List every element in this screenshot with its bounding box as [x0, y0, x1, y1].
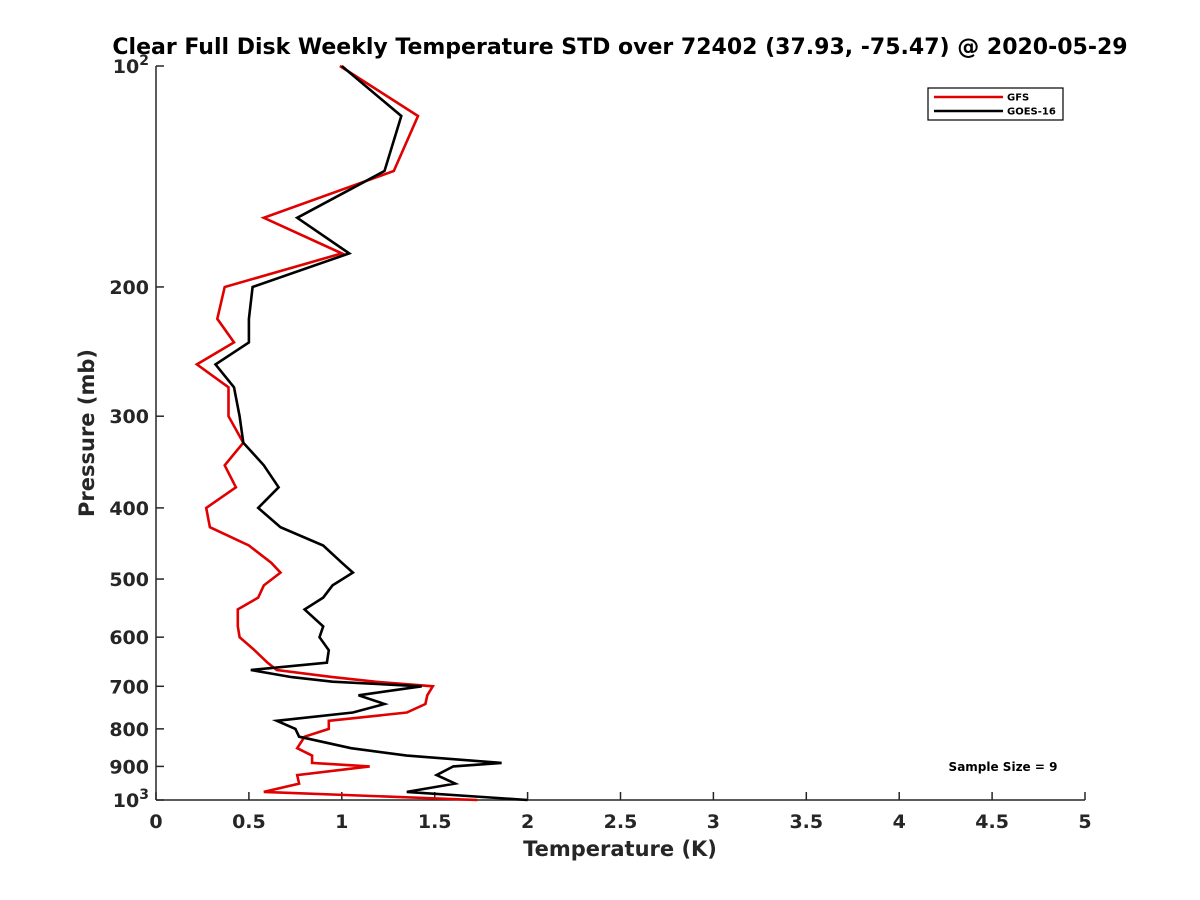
legend-label: GOES-16 [1007, 107, 1056, 118]
x-tick-label: 3 [707, 811, 720, 833]
x-tick-label: 0 [149, 811, 162, 833]
x-tick-label: 2.5 [604, 811, 638, 833]
sample-size-annotation: Sample Size = 9 [949, 760, 1058, 774]
y-tick-label: 500 [109, 569, 149, 591]
series-line-gfs [194, 64, 478, 802]
y-tick-label: 600 [109, 627, 149, 649]
x-tick-label: 1 [335, 811, 348, 833]
x-tick-label: 4 [893, 811, 906, 833]
x-axis-label: Temperature (K) [523, 837, 717, 861]
chart-title: Clear Full Disk Weekly Temperature STD o… [112, 35, 1127, 60]
y-tick-base: 10 [113, 790, 139, 812]
y-tick-label: 700 [109, 676, 149, 698]
x-tick-label: 2 [521, 811, 534, 833]
y-tick-label: 200 [109, 277, 149, 299]
legend: GFS GOES-16 [927, 87, 1064, 121]
y-tick-label: 103 [113, 787, 149, 812]
y-tick-label: 900 [109, 756, 149, 778]
series-line-goes-16 [213, 65, 528, 802]
plot-axes [155, 66, 1085, 801]
x-axis-ticks: 0 0.5 1 1.5 2 2.5 3 3.5 4 4.5 5 [149, 792, 1092, 833]
y-axis-label: Pressure (mb) [75, 349, 99, 517]
y-tick-exponent: 3 [139, 787, 149, 803]
y-tick-exponent: 2 [139, 53, 149, 69]
legend-label: GFS [1007, 93, 1029, 104]
x-tick-label: 1.5 [418, 811, 452, 833]
x-tick-label: 5 [1078, 811, 1091, 833]
y-tick-base: 10 [113, 56, 139, 78]
legend-box [927, 87, 1064, 121]
x-tick-label: 3.5 [789, 811, 823, 833]
x-tick-label: 4.5 [975, 811, 1009, 833]
series-layer [194, 64, 528, 802]
y-tick-label: 400 [109, 498, 149, 520]
y-tick-label: 300 [109, 406, 149, 428]
y-tick-label: 800 [109, 719, 149, 741]
x-tick-label: 0.5 [232, 811, 266, 833]
y-tick-label: 102 [113, 53, 149, 78]
